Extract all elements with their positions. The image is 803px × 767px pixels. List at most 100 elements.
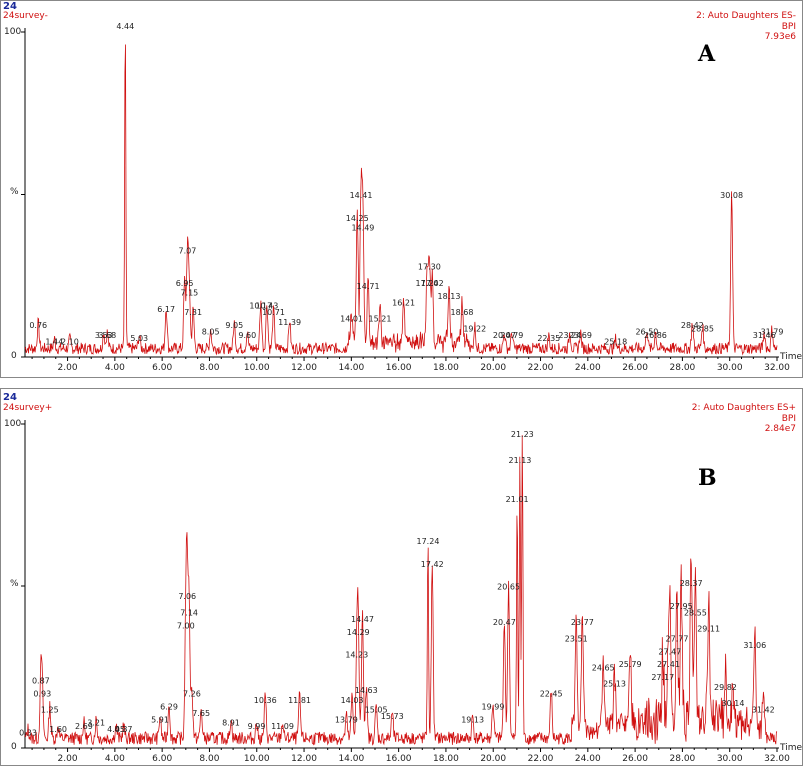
x-tick-label: 16.00 [386,754,412,764]
peak-label: 20.65 [497,582,520,591]
peak-label: 2.69 [75,722,93,731]
peak-label: 7.14 [180,608,198,617]
peak-label: 3.21 [87,719,105,728]
peak-label: 31.06 [743,641,766,650]
peak-label: 27.77 [666,634,689,643]
x-tick-label: 6.00 [152,363,172,373]
x-tick-label: 20.00 [480,363,506,373]
peak-label: 10.71 [262,308,285,317]
peak-label: 7.00 [177,621,195,630]
peak-label: 10.36 [254,696,277,705]
peak-label: 21.13 [508,456,531,465]
peak-label: 10.17 [249,302,272,311]
x-tick-label: 30.00 [717,363,743,373]
peak-label: 6.17 [157,305,175,314]
peak-label: 14.47 [351,615,374,624]
x-tick-label: 14.00 [338,363,364,373]
peak-label: 20.79 [500,331,523,340]
peak-label: 22.35 [537,334,560,343]
peak-label: 26.50 [635,328,658,337]
peak-label: 23.24 [558,331,581,340]
peak-label: 7.26 [183,689,201,698]
x-axis-label: Time [780,743,803,753]
peak-label: 19.22 [463,324,486,333]
x-tick-label: 8.00 [199,363,219,373]
x-tick-label: 6.00 [152,754,172,764]
panel-letter: B [698,465,717,491]
peak-label: 28.42 [681,321,704,330]
panel-separator [0,378,803,388]
peak-label: 6.95 [176,279,194,288]
y-axis-percent-label: % [10,187,19,197]
peak-label: 23.69 [569,331,592,340]
peak-label: 1.60 [49,725,67,734]
peak-label: 23.51 [565,634,588,643]
x-tick-label: 18.00 [433,363,459,373]
peak-label: 11.39 [278,318,301,327]
peak-label: 28.55 [684,608,707,617]
peak-label: 17.20 [416,279,439,288]
peak-label: 4.37 [115,725,133,734]
x-tick-label: 2.00 [58,363,78,373]
peak-label: 27.95 [670,602,693,611]
peak-label: 20.47 [493,618,516,627]
panel-id-label: 24 [3,1,17,12]
scan-mode: BPI [781,22,796,32]
peak-label: 30.08 [720,191,743,200]
peak-label: 28.85 [691,324,714,333]
scan-function: 2: Auto Daughters ES- [696,11,796,21]
chromatogram-panel-a: 24 24survey- 2: Auto Daughters ES- BPI 7… [0,0,803,378]
peak-label: 18.68 [451,308,474,317]
y-axis-percent-label: % [10,579,19,589]
peak-label: 3.53 [95,331,113,340]
peak-label: 14.29 [347,628,370,637]
x-tick-label: 22.00 [528,754,554,764]
peak-label: 15.05 [365,706,388,715]
x-tick-label: 24.00 [575,363,601,373]
x-tick-label: 26.00 [622,754,648,764]
peak-label: 7.31 [184,308,202,317]
peak-label: 17.42 [421,560,444,569]
peak-label: 21.23 [511,430,534,439]
x-tick-label: 8.00 [199,754,219,764]
peak-label: 11.09 [271,722,294,731]
x-tick-label: 10.00 [244,363,270,373]
peak-label: 24.65 [592,663,615,672]
peak-label: 17.24 [417,537,440,546]
peak-label: 29.82 [714,683,737,692]
peak-label: 19.99 [482,702,505,711]
peak-label: 25.18 [604,337,627,346]
peak-label: 14.25 [346,214,369,223]
peak-label: 0.93 [33,689,51,698]
peak-label: 7.06 [178,592,196,601]
peak-label: 0.87 [32,676,50,685]
x-tick-label: 28.00 [670,754,696,764]
peak-label: 14.01 [340,315,363,324]
peak-label: 17.30 [418,263,441,272]
x-tick-label: 30.00 [717,754,743,764]
panel-letter: A [698,41,716,67]
peak-label: 1.25 [41,706,59,715]
base-peak-intensity: 2.84e7 [764,424,796,434]
peak-label: 14.41 [350,191,373,200]
peak-label: 26.86 [644,331,667,340]
x-tick-label: 32.00 [764,363,790,373]
peak-label: 23.77 [571,618,594,627]
x-axis-label: Time [780,352,803,362]
peak-label: 5.03 [130,334,148,343]
peak-label: 18.13 [438,292,461,301]
peak-label: 14.71 [357,282,380,291]
peak-label: 9.05 [225,321,243,330]
peak-label: 13.79 [335,715,358,724]
peak-label: 31.42 [752,706,775,715]
peak-label: 15.21 [369,315,392,324]
peak-label: 4.05 [107,725,125,734]
peak-label: 19.13 [461,715,484,724]
peak-label: 11.81 [288,696,311,705]
peak-label: 14.49 [351,224,374,233]
y-axis-zero-label: 0 [11,742,17,752]
base-peak-intensity: 7.93e6 [764,32,796,42]
x-tick-label: 24.00 [575,754,601,764]
peak-label: 30.14 [722,699,745,708]
x-tick-label: 32.00 [764,754,790,764]
